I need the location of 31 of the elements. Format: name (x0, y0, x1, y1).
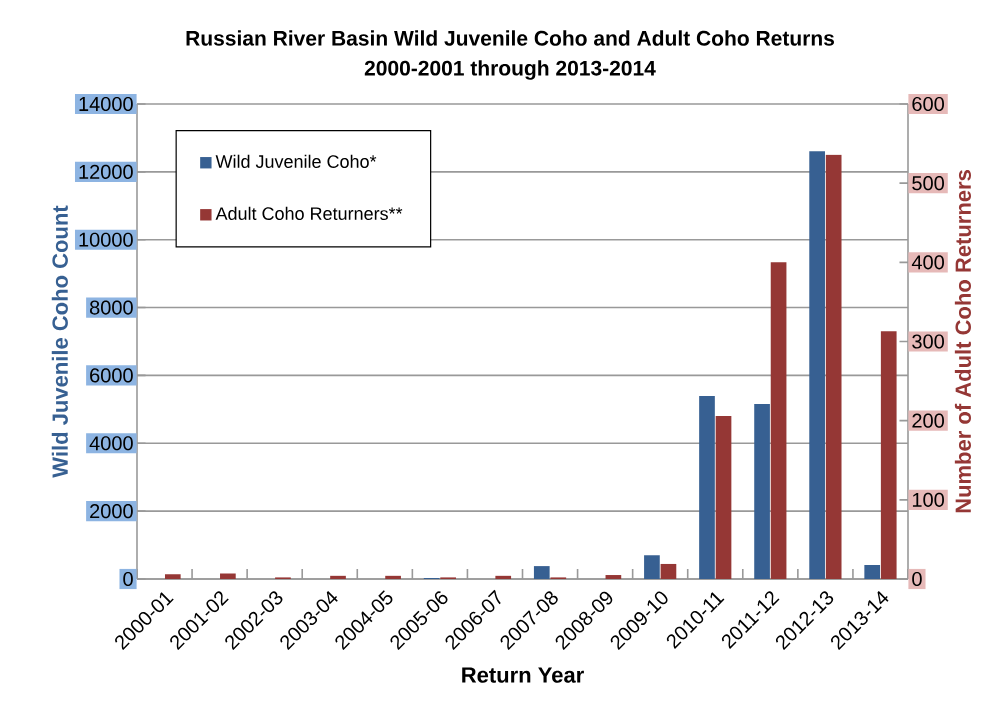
y-tick-label: 12000 (79, 164, 133, 179)
y2-tick-label: 200 (912, 413, 944, 428)
y2-axis-title: Number of Adult Coho Returners (954, 170, 971, 513)
y-axis-title: Wild Juvenile Coho Count (51, 205, 68, 478)
bar (495, 575, 512, 579)
legend-label: Wild Juvenile Coho* (215, 154, 377, 168)
y-tick-label: 10000 (79, 232, 133, 247)
legend-label: Adult Coho Returners** (215, 206, 403, 220)
y-tick-label: 14000 (79, 96, 133, 112)
bar (385, 575, 401, 579)
y-tick-label: 8000 (89, 300, 133, 315)
y-tick-label: 6000 (90, 368, 133, 383)
chart-title: Russian River Basin Wild Juvenile Coho and Adult Coho Returns (186, 30, 835, 46)
bar (880, 331, 897, 579)
y-tick-label: 0 (123, 571, 133, 587)
bar (330, 575, 346, 579)
y2-tick-label: 600 (912, 96, 944, 112)
y2-tick-label: 300 (912, 334, 944, 349)
y2-tick-label: 100 (912, 492, 944, 507)
y-tick-label: 2000 (90, 504, 133, 519)
chart-subtitle: 2000-2001 through 2013-2014 (364, 60, 656, 80)
bar (220, 573, 236, 579)
bar (164, 574, 181, 579)
y2-tick-label: 0 (912, 571, 922, 587)
bar (864, 565, 881, 579)
y-tick-label: 4000 (89, 436, 133, 451)
bar (605, 575, 622, 579)
bar (533, 566, 550, 579)
y2-tick-label: 400 (911, 255, 944, 270)
x-axis-title: Return Year (462, 667, 584, 683)
y2-tick-label: 500 (912, 176, 944, 191)
